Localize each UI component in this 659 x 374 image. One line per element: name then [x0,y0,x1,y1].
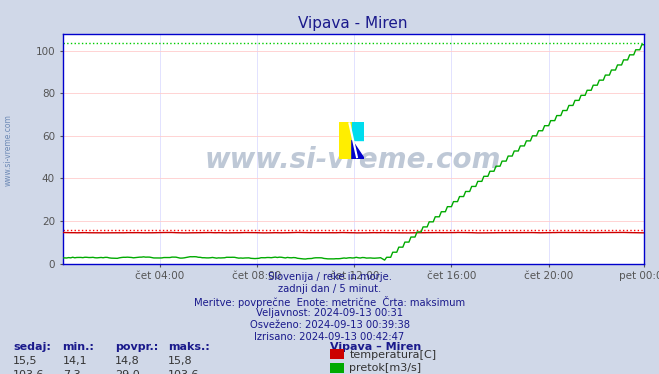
Text: Izrisano: 2024-09-13 00:42:47: Izrisano: 2024-09-13 00:42:47 [254,332,405,342]
Text: sedaj:: sedaj: [13,342,51,352]
Text: povpr.:: povpr.: [115,342,159,352]
Text: 7,3: 7,3 [63,370,80,374]
Text: 14,8: 14,8 [115,356,140,367]
Text: 15,5: 15,5 [13,356,38,367]
Text: maks.:: maks.: [168,342,210,352]
Text: min.:: min.: [63,342,94,352]
Text: Slovenija / reke in morje.: Slovenija / reke in morje. [268,272,391,282]
Text: 103,6: 103,6 [168,370,200,374]
Text: Vipava – Miren: Vipava – Miren [330,342,420,352]
Bar [339,122,352,159]
Text: Osveženo: 2024-09-13 00:39:38: Osveženo: 2024-09-13 00:39:38 [250,320,409,330]
Text: temperatura[C]: temperatura[C] [349,350,436,359]
Text: www.si-vreme.com: www.si-vreme.com [205,146,501,174]
Text: 29,0: 29,0 [115,370,140,374]
Text: www.si-vreme.com: www.si-vreme.com [4,114,13,186]
Text: 15,8: 15,8 [168,356,192,367]
Text: pretok[m3/s]: pretok[m3/s] [349,364,421,373]
Polygon shape [352,140,364,159]
Text: zadnji dan / 5 minut.: zadnji dan / 5 minut. [278,284,381,294]
Text: 14,1: 14,1 [63,356,87,367]
Text: Veljavnost: 2024-09-13 00:31: Veljavnost: 2024-09-13 00:31 [256,308,403,318]
Text: 103,6: 103,6 [13,370,45,374]
Polygon shape [352,122,364,140]
Title: Vipava - Miren: Vipava - Miren [299,16,408,31]
Text: Meritve: povprečne  Enote: metrične  Črta: maksimum: Meritve: povprečne Enote: metrične Črta:… [194,296,465,308]
